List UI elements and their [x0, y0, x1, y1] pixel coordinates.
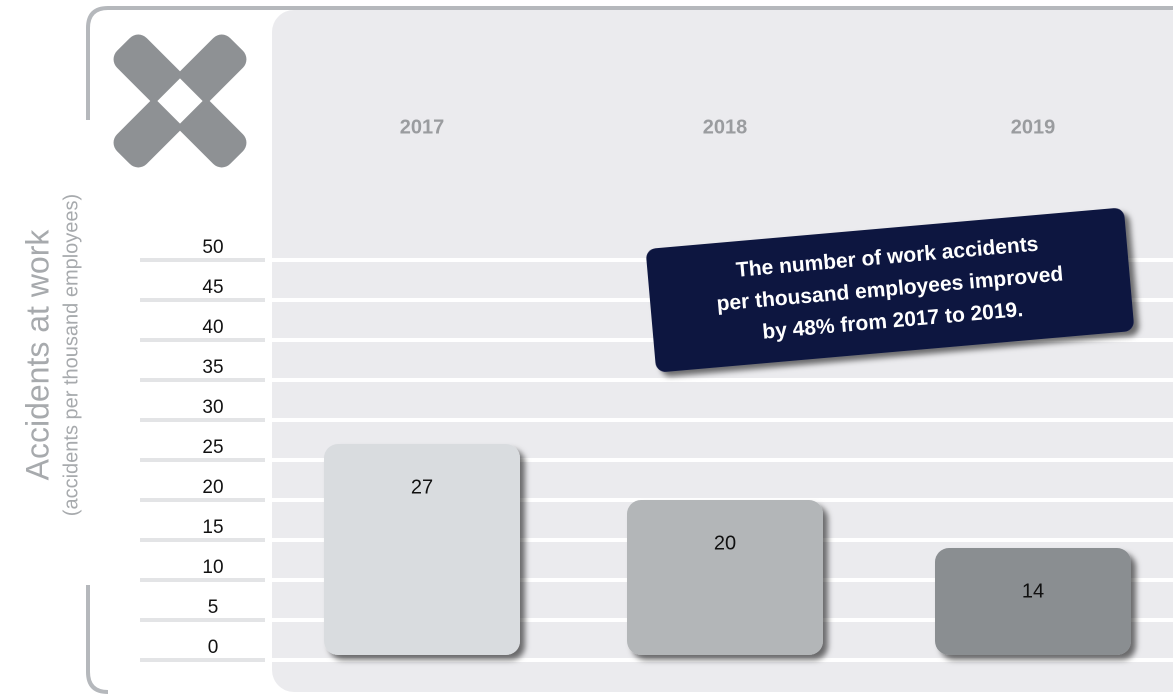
bar	[935, 548, 1131, 655]
y-tick-label: 30	[202, 397, 223, 418]
bar	[324, 444, 520, 655]
value-label: 20	[714, 532, 736, 554]
value-label: 27	[411, 476, 433, 498]
y-tick-label: 50	[202, 237, 223, 258]
x-tick-label: 2018	[703, 116, 748, 138]
annotation-box	[646, 208, 1134, 372]
bandage-icon	[113, 34, 247, 168]
y-tick-label: 5	[208, 597, 219, 618]
frame	[86, 6, 1173, 694]
y-tick-label: 0	[208, 637, 219, 658]
y-tick-label: 35	[202, 357, 223, 378]
y-tick-label: 20	[202, 477, 223, 498]
x-tick-label: 2017	[400, 116, 445, 138]
y-tick-label: 10	[202, 557, 223, 578]
y-axis-subtitle: (accidents per thousand employees)	[60, 194, 82, 516]
y-tick-label: 45	[202, 277, 223, 298]
x-tick-label: 2019	[1011, 116, 1056, 138]
y-tick-label: 25	[202, 437, 223, 458]
value-label: 14	[1022, 580, 1044, 602]
y-tick-label: 40	[202, 317, 223, 338]
bar	[627, 500, 823, 655]
y-axis-title: Accidents at work	[19, 229, 55, 481]
y-tick-label: 15	[202, 517, 223, 538]
